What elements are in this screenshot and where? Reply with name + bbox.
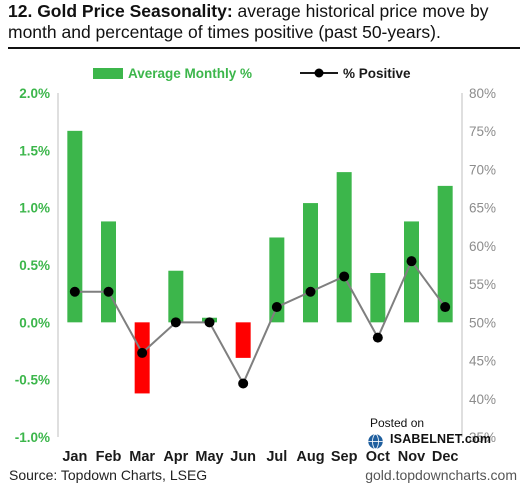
positive-pct-marker-apr	[170, 317, 181, 328]
bar-aug	[303, 203, 318, 323]
x-tick-label: Nov	[398, 449, 425, 465]
globe-icon	[368, 433, 383, 450]
right-axis-tick-label: 65%	[469, 201, 496, 216]
positive-pct-line	[74, 259, 446, 386]
x-tick-label: Mar	[129, 449, 155, 465]
right-axis-tick-label: 55%	[469, 277, 496, 292]
right-axis-tick-label: 45%	[469, 354, 496, 369]
right-axis-tick-label: 60%	[469, 239, 496, 254]
bar-oct	[370, 273, 386, 323]
posted-on-label: Posted on	[370, 416, 425, 430]
bar-nov	[404, 221, 419, 323]
chart-title-rest: average historical price move by month a…	[8, 1, 489, 42]
x-tick-label: Jan	[62, 449, 87, 465]
right-axis-tick-label: 50%	[469, 315, 496, 330]
posted-site-label: ISABELNET.com	[390, 432, 492, 446]
title-divider	[8, 47, 520, 49]
right-axis-tick-label: 75%	[469, 124, 496, 139]
legend-line-marker	[314, 68, 324, 78]
positive-pct-marker-sep	[339, 271, 350, 282]
positive-pct-marker-nov	[406, 256, 417, 267]
chart-title: 12. Gold Price Seasonality: average hist…	[8, 1, 523, 43]
bar-dec	[437, 185, 453, 323]
positive-pct-marker-dec	[440, 302, 451, 313]
positive-pct-marker-aug	[305, 286, 316, 297]
x-tick-label: May	[195, 449, 223, 465]
left-axis-tick-label: 0.0%	[19, 315, 50, 330]
bar-sep	[336, 172, 352, 323]
x-tick-label: Jul	[266, 449, 287, 465]
positive-pct-marker-feb	[103, 286, 114, 297]
seasonality-chart: 2.0% 1.5% 1.0% 0.5% 0.0% -0.5% -1.0% 80% 75% 70% 6…	[15, 66, 496, 465]
left-axis-tick-label: 0.5%	[19, 258, 50, 273]
source-note: Source: Topdown Charts, LSEG	[9, 467, 208, 483]
x-tick-label: Aug	[296, 449, 324, 465]
positive-pct-marker-oct	[372, 332, 383, 343]
right-axis-tick-label: 35%	[469, 430, 496, 445]
legend-bar-swatch	[93, 68, 123, 79]
positive-pct-marker-mar	[137, 347, 148, 358]
bar-jan	[67, 130, 83, 323]
left-axis-tick-label: 1.5%	[19, 143, 50, 158]
x-tick-label: Oct	[366, 449, 390, 465]
positive-pct-marker-jun	[238, 378, 249, 389]
legend-line-label: % Positive	[343, 66, 411, 81]
right-axis-tick-label: 80%	[469, 86, 496, 101]
positive-pct-marker-jul	[271, 302, 282, 313]
left-axis-tick-label: -0.5%	[15, 373, 50, 388]
bar-jun	[235, 322, 251, 358]
chart-title-bold: 12. Gold Price Seasonality:	[8, 1, 233, 21]
x-tick-label: Sep	[331, 449, 358, 465]
left-axis-tick-label: 1.0%	[19, 201, 50, 216]
right-axis-tick-label: 40%	[469, 392, 496, 407]
x-tick-label: Feb	[96, 449, 122, 465]
x-tick-label: Dec	[432, 449, 459, 465]
bar-apr	[168, 270, 184, 323]
positive-pct-marker-jan	[69, 286, 80, 297]
x-tick-label: Jun	[230, 449, 256, 465]
x-tick-label: Apr	[163, 449, 188, 465]
posted-on-watermark: Posted on ISABELNET.com	[370, 416, 492, 446]
positive-pct-marker-may	[204, 317, 215, 328]
right-axis-tick-label: 70%	[469, 162, 496, 177]
left-axis-tick-label: -1.0%	[15, 430, 50, 445]
bar-jul	[269, 237, 285, 323]
legend-bar-label: Average Monthly %	[128, 66, 252, 81]
left-axis-tick-label: 2.0%	[19, 86, 50, 101]
site-credit: gold.topdowncharts.com	[365, 467, 517, 483]
bar-feb	[101, 221, 116, 323]
